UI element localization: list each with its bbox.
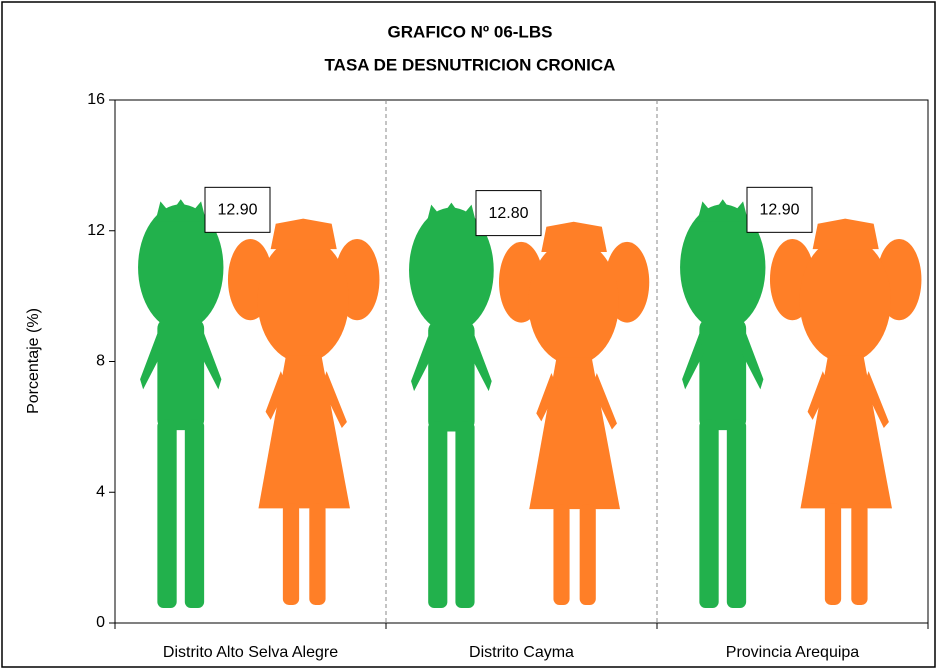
boy-body — [428, 321, 474, 432]
boy-body — [157, 318, 204, 430]
y-tick-label: 8 — [96, 353, 105, 370]
girl-head — [528, 240, 619, 365]
y-axis-label: Porcentaje (%) — [25, 308, 42, 414]
boy-leg — [428, 421, 447, 608]
girl-leg — [851, 503, 867, 605]
y-tick-label: 4 — [96, 483, 105, 500]
girl-hair — [541, 222, 607, 252]
boy-body — [699, 318, 746, 430]
girl-leg — [553, 504, 569, 605]
value-label: 12.90 — [217, 202, 257, 219]
x-tick-label: Distrito Cayma — [469, 644, 574, 661]
value-label: 12.90 — [759, 202, 799, 219]
boy-leg — [157, 420, 176, 608]
chart-title: TASA DE DESNUTRICION CRONICA — [325, 55, 616, 74]
girl-leg — [825, 503, 841, 605]
chart-title: GRAFICO Nº 06-LBS — [388, 22, 553, 41]
girl-head — [257, 237, 349, 363]
chart: GRAFICO Nº 06-LBS TASA DE DESNUTRICION C… — [0, 0, 939, 670]
x-tick-label: Provincia Arequipa — [726, 644, 860, 661]
girl-hair — [813, 219, 879, 250]
girl-head — [799, 237, 891, 363]
y-tick-label: 12 — [87, 222, 105, 239]
boy-leg — [455, 421, 474, 608]
boy-leg — [185, 420, 204, 608]
girl-hair — [271, 219, 337, 250]
boy-leg — [699, 420, 718, 608]
y-tick-label: 0 — [96, 614, 105, 631]
boy-leg — [727, 420, 746, 608]
y-tick-label: 16 — [87, 91, 105, 108]
x-tick-label: Distrito Alto Selva Alegre — [163, 644, 338, 661]
value-label: 12.80 — [488, 205, 528, 222]
girl-leg — [580, 504, 596, 605]
girl-leg — [309, 503, 325, 605]
girl-leg — [283, 503, 299, 605]
